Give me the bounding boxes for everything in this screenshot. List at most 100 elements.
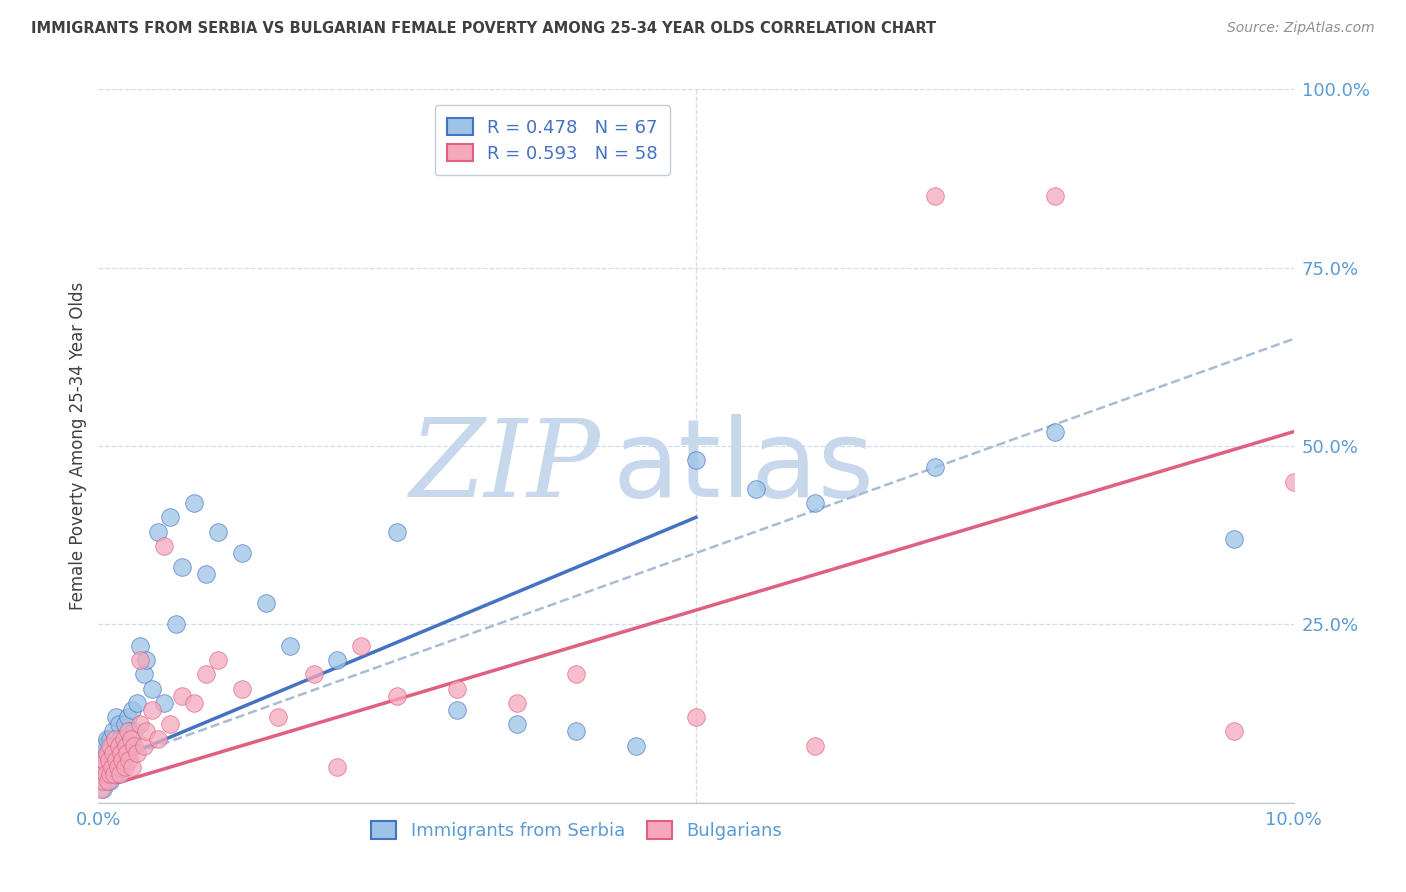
Point <box>103 767 125 781</box>
Point <box>231 546 253 560</box>
Point <box>207 653 229 667</box>
Point <box>129 717 152 731</box>
Point <box>565 724 588 739</box>
Point <box>97 774 120 789</box>
Point <box>114 717 136 731</box>
Point <box>924 460 946 475</box>
Point <box>132 739 155 753</box>
Point <box>110 760 132 774</box>
Point <box>114 760 136 774</box>
Point <box>446 703 468 717</box>
Point <box>385 524 409 539</box>
Point <box>385 689 409 703</box>
Point <box>685 710 707 724</box>
Point <box>117 724 139 739</box>
Point <box>91 774 114 789</box>
Point <box>108 753 131 767</box>
Point <box>121 703 143 717</box>
Point <box>254 596 277 610</box>
Point <box>115 739 138 753</box>
Point <box>129 653 152 667</box>
Point <box>111 753 134 767</box>
Point <box>105 710 128 724</box>
Point <box>91 760 114 774</box>
Point <box>195 667 218 681</box>
Point <box>115 746 138 760</box>
Point <box>98 731 122 746</box>
Point <box>117 710 139 724</box>
Point <box>93 753 115 767</box>
Point <box>125 746 148 760</box>
Point <box>125 696 148 710</box>
Point <box>326 653 349 667</box>
Point <box>153 539 176 553</box>
Point <box>91 767 114 781</box>
Point <box>350 639 373 653</box>
Point <box>804 496 827 510</box>
Point <box>93 739 115 753</box>
Point <box>278 639 301 653</box>
Point <box>107 760 129 774</box>
Y-axis label: Female Poverty Among 25-34 Year Olds: Female Poverty Among 25-34 Year Olds <box>69 282 87 610</box>
Point <box>94 767 117 781</box>
Legend: Immigrants from Serbia, Bulgarians: Immigrants from Serbia, Bulgarians <box>364 814 789 847</box>
Point <box>121 760 143 774</box>
Point <box>110 746 132 760</box>
Point <box>148 731 170 746</box>
Point <box>91 746 114 760</box>
Point <box>115 731 138 746</box>
Point <box>506 717 529 731</box>
Point <box>94 753 117 767</box>
Point <box>172 689 194 703</box>
Point <box>172 560 194 574</box>
Point <box>108 731 131 746</box>
Point <box>105 753 128 767</box>
Point <box>93 767 115 781</box>
Text: atlas: atlas <box>613 415 875 520</box>
Point <box>745 482 768 496</box>
Point <box>159 510 181 524</box>
Point <box>91 781 114 796</box>
Point <box>97 767 120 781</box>
Point <box>101 746 124 760</box>
Point <box>111 739 134 753</box>
Point <box>98 753 121 767</box>
Point <box>326 760 349 774</box>
Point <box>107 717 129 731</box>
Point <box>90 781 112 796</box>
Point <box>1043 189 1066 203</box>
Text: Source: ZipAtlas.com: Source: ZipAtlas.com <box>1227 21 1375 36</box>
Point <box>103 753 125 767</box>
Point <box>267 710 290 724</box>
Point <box>100 760 122 774</box>
Point <box>1223 532 1246 546</box>
Point <box>105 739 128 753</box>
Text: ZIP: ZIP <box>409 415 600 520</box>
Point <box>231 681 253 696</box>
Point <box>124 739 146 753</box>
Point <box>685 453 707 467</box>
Point <box>104 731 127 746</box>
Point <box>183 696 205 710</box>
Point <box>124 724 146 739</box>
Point <box>804 739 827 753</box>
Point <box>195 567 218 582</box>
Point <box>924 189 946 203</box>
Point <box>1043 425 1066 439</box>
Point <box>98 753 121 767</box>
Point <box>118 724 141 739</box>
Point <box>107 746 129 760</box>
Point <box>96 760 118 774</box>
Point <box>148 524 170 539</box>
Point <box>98 774 122 789</box>
Point <box>446 681 468 696</box>
Point <box>159 717 181 731</box>
Point <box>100 760 122 774</box>
Point <box>97 746 120 760</box>
Point <box>112 731 135 746</box>
Point <box>120 739 142 753</box>
Point <box>104 760 127 774</box>
Point <box>90 774 112 789</box>
Point <box>135 724 157 739</box>
Point <box>153 696 176 710</box>
